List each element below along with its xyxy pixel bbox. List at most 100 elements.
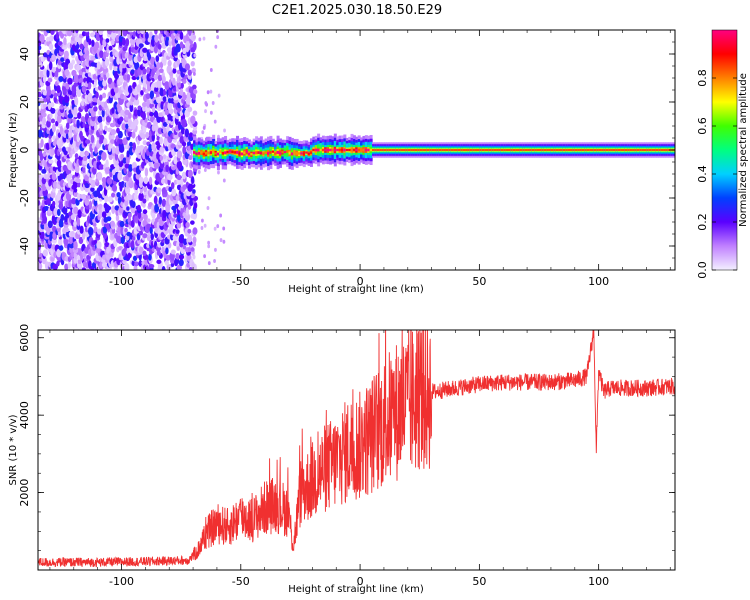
spectrogram-cell	[148, 143, 153, 153]
spectrogram-cell	[110, 30, 117, 40]
spectrogram-cell	[175, 229, 180, 234]
spectrogram-cell	[338, 148, 342, 152]
spectrogram-cell	[156, 250, 161, 256]
spectrogram-cell	[179, 88, 184, 96]
spectrogram-cell	[39, 152, 44, 161]
spectrogram-cell	[106, 30, 113, 35]
spectrogram-cell	[92, 222, 97, 227]
spectrogram-cell	[190, 247, 195, 252]
spectrogram-cell	[100, 30, 105, 32]
spectrogram-cell	[203, 254, 206, 259]
spectrogram-cell	[161, 178, 166, 185]
spectrogram-cell	[87, 226, 94, 236]
spectrogram-cell	[436, 149, 440, 151]
spectrogram-cell	[546, 149, 550, 151]
spectrogram-cell	[207, 151, 211, 155]
spectrogram-cell	[193, 150, 197, 154]
spectrogram-cell	[203, 223, 207, 228]
spectrogram-cell	[64, 94, 70, 104]
spectrogram-cell	[117, 130, 123, 139]
spectrogram-cell	[184, 128, 190, 138]
spectrogram-cell	[96, 171, 103, 181]
spectrogram-panel: -100 -50 0 50 100 -40 -20 0 20 40 Height of stra…	[8, 29, 676, 295]
spectrogram-cell	[133, 98, 140, 106]
spectrogram-cell	[319, 148, 323, 152]
spectrogram-cell	[187, 228, 192, 234]
spectrogram-cell	[627, 149, 631, 151]
spectrogram-cell	[589, 149, 593, 151]
spectrogram-cell	[45, 182, 49, 188]
y-tick-label: 40	[18, 47, 31, 61]
spectrogram-cell	[213, 259, 216, 264]
spectrogram-cell	[219, 213, 223, 218]
spectrogram-cell	[395, 149, 399, 151]
spectrogram-cell	[144, 31, 149, 40]
spectrogram-cell	[660, 149, 664, 151]
spectrogram-cell	[124, 262, 130, 270]
spectrogram-cell	[519, 149, 523, 151]
spectrogram-cell	[460, 149, 464, 151]
spectrogram-cell	[193, 239, 197, 244]
spectrogram-cell	[148, 176, 153, 186]
spectrogram-cell	[663, 149, 667, 151]
spectrogram-cell	[87, 81, 92, 90]
spectrogram-cell	[175, 253, 180, 260]
spectrogram-cell	[412, 149, 416, 151]
spectrogram-cell	[209, 110, 213, 115]
spectrogram-cell	[180, 177, 184, 188]
spectrogram-cell	[134, 188, 139, 195]
spectrogram-cell	[572, 149, 576, 151]
spectrogram-cell	[122, 66, 127, 74]
spectrogram-cell	[400, 149, 404, 151]
spectrogram-cell	[103, 138, 108, 147]
spectrogram-cell	[453, 149, 457, 151]
spectrogram-cell	[593, 149, 597, 151]
spectrogram-cell	[171, 188, 177, 197]
spectrogram-cell	[64, 263, 69, 270]
colorbar-frame	[711, 29, 738, 271]
spectrogram-cell	[138, 246, 144, 254]
spectrogram-cell	[80, 100, 85, 107]
spectrogram-cell	[153, 161, 160, 169]
spectrogram-cell	[164, 109, 170, 116]
spectrogram-cell	[496, 149, 500, 151]
spectrogram-cell	[465, 149, 469, 151]
spectrogram-cell	[127, 30, 133, 33]
spectrogram-cell	[176, 174, 183, 181]
spectrogram-cell	[247, 152, 251, 156]
spectrogram-cell	[116, 191, 121, 198]
spectrogram-cell	[620, 149, 624, 151]
spectrogram-cell	[127, 252, 132, 259]
spectrogram-cell	[455, 149, 459, 151]
spectrogram-cell	[78, 236, 84, 245]
spectrogram-cell	[383, 149, 387, 151]
spectrogram-cell	[156, 136, 161, 141]
spectrogram-cell	[42, 249, 49, 257]
spectrogram-cell	[198, 37, 202, 42]
spectrogram-cell	[88, 260, 92, 269]
spectrogram-cell	[603, 149, 607, 151]
spectrogram-cell	[127, 212, 132, 218]
spectrogram-cell	[81, 31, 86, 37]
spectrogram-cell	[55, 31, 60, 40]
spectrogram-cell	[39, 34, 45, 43]
spectrogram-cell	[541, 149, 545, 151]
spectrogram-cell	[643, 149, 647, 151]
spectrogram-cell	[188, 266, 193, 270]
spectrogram-cell	[116, 235, 122, 244]
spectrogram-cell	[138, 260, 143, 267]
spectrogram-cell	[171, 77, 176, 86]
spectrogram-cell	[138, 176, 144, 184]
spectrogram-cell	[192, 71, 196, 76]
spectrogram-cell	[101, 262, 107, 268]
spectrogram-cell	[192, 227, 198, 235]
spectrogram-cell	[577, 149, 581, 151]
spectrogram-cell	[283, 151, 287, 154]
spectrogram-cell	[369, 148, 373, 152]
spectrogram-cell	[43, 206, 50, 212]
spectrogram-cell	[159, 136, 163, 145]
spectrogram-cell	[122, 37, 126, 46]
spectrogram-cell	[159, 61, 164, 69]
